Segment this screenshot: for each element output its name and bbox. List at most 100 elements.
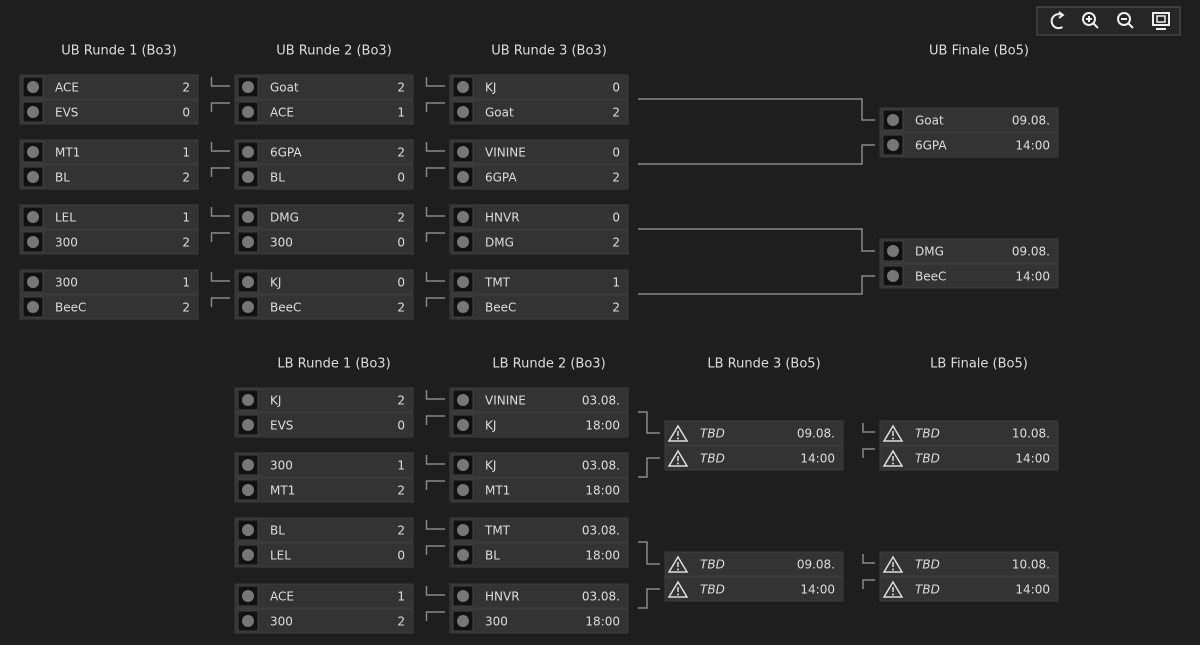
team-score: 2 <box>612 171 620 185</box>
team-name: ACE <box>270 590 294 604</box>
team-name: 300 <box>485 615 508 629</box>
team-row <box>664 420 844 446</box>
team-name: DMG <box>270 211 299 225</box>
round-title: UB Runde 3 (Bo3) <box>491 44 607 59</box>
match: VININE 03.08. KJ 18:00 <box>449 387 629 438</box>
round-title: UB Runde 1 (Bo3) <box>61 44 177 59</box>
team-score: 09.08. <box>797 427 835 441</box>
team-logo-emblem <box>457 524 469 536</box>
team-score: 0 <box>612 81 620 95</box>
team-logo-emblem <box>457 459 469 471</box>
team-score: 1 <box>612 276 620 290</box>
connector <box>425 102 445 112</box>
warning-dot <box>677 462 679 465</box>
team-name: KJ <box>485 419 496 433</box>
connector <box>425 586 445 596</box>
match: DMG 09.08. BeeC 14:00 <box>879 238 1059 289</box>
team-logo-emblem <box>242 590 254 602</box>
team-name: 300 <box>270 236 293 250</box>
team-name: TBD <box>700 558 725 572</box>
team-name: KJ <box>485 459 496 473</box>
team-row <box>19 164 199 190</box>
zoom-out-button[interactable] <box>1117 12 1134 29</box>
warning-icon <box>667 580 689 598</box>
match: TBD 10.08. TBD 14:00 <box>879 551 1059 602</box>
team-logo-emblem <box>242 301 254 313</box>
warning-dot <box>892 568 894 571</box>
zoom-in-button[interactable] <box>1082 12 1099 29</box>
team-logo-emblem <box>457 211 469 223</box>
team-name: DMG <box>485 236 514 250</box>
connector <box>210 142 230 152</box>
team-logo-emblem <box>242 106 254 118</box>
team-score: 1 <box>397 106 405 120</box>
team-score: 0 <box>397 171 405 185</box>
team-row <box>449 269 629 295</box>
toolbar <box>1036 6 1181 36</box>
match: HNVR 03.08. 300 18:00 <box>449 583 629 634</box>
team-score: 2 <box>612 106 620 120</box>
team-score: 09.08. <box>797 558 835 572</box>
team-score: 09.08. <box>1012 245 1050 259</box>
team-name: 300 <box>270 459 293 473</box>
warning-dot <box>892 462 894 465</box>
connector <box>210 102 230 112</box>
refresh-button[interactable] <box>1050 11 1065 30</box>
fit-screen-button[interactable] <box>1152 12 1170 30</box>
match: KJ 03.08. MT1 18:00 <box>449 452 629 503</box>
team-name: TBD <box>700 452 725 466</box>
team-score: 1 <box>182 146 190 160</box>
team-name: TBD <box>700 583 725 597</box>
connector <box>210 77 230 87</box>
team-name: TBD <box>915 583 940 597</box>
team-name: Goat <box>270 81 299 95</box>
match: TBD 09.08. TBD 14:00 <box>664 420 844 471</box>
team-score: 2 <box>182 301 190 315</box>
match: KJ 0 Goat 2 <box>449 74 629 125</box>
round-title: LB Runde 1 (Bo3) <box>277 357 390 372</box>
connector <box>210 297 230 307</box>
connector <box>425 232 445 242</box>
connector <box>425 455 445 465</box>
team-row <box>234 269 414 295</box>
team-name: BeeC <box>270 301 301 315</box>
team-score: 14:00 <box>1015 139 1050 153</box>
team-logo-emblem <box>457 81 469 93</box>
team-name: 6GPA <box>915 139 947 153</box>
team-logo-emblem <box>27 146 39 158</box>
warning-icon <box>882 424 904 442</box>
connector <box>638 457 660 478</box>
team-row <box>234 294 414 320</box>
team-score: 2 <box>182 171 190 185</box>
match: TMT 03.08. BL 18:00 <box>449 517 629 568</box>
connector <box>210 167 230 177</box>
team-score: 14:00 <box>1015 452 1050 466</box>
team-score: 0 <box>397 419 405 433</box>
team-logo-emblem <box>242 276 254 288</box>
connector <box>638 98 875 121</box>
team-row <box>449 542 629 568</box>
connector <box>210 272 230 282</box>
team-logo-emblem <box>457 484 469 496</box>
connector <box>210 207 230 217</box>
match: TMT 1 BeeC 2 <box>449 269 629 320</box>
connector <box>425 142 445 152</box>
team-name: KJ <box>270 276 281 290</box>
connector <box>638 411 660 434</box>
team-row <box>449 229 629 255</box>
team-name: 300 <box>270 615 293 629</box>
match: ACE 2 EVS 0 <box>19 74 199 125</box>
connector <box>638 275 875 295</box>
team-score: 0 <box>182 106 190 120</box>
team-logo-emblem <box>457 615 469 627</box>
team-name: BL <box>485 549 500 563</box>
team-name: MT1 <box>55 146 80 160</box>
team-score: 1 <box>397 590 405 604</box>
team-logo-emblem <box>457 419 469 431</box>
team-name: Goat <box>915 114 944 128</box>
team-name: Goat <box>485 106 514 120</box>
team-row <box>19 269 199 295</box>
round-title: UB Runde 2 (Bo3) <box>276 44 392 59</box>
team-name: ACE <box>55 81 79 95</box>
